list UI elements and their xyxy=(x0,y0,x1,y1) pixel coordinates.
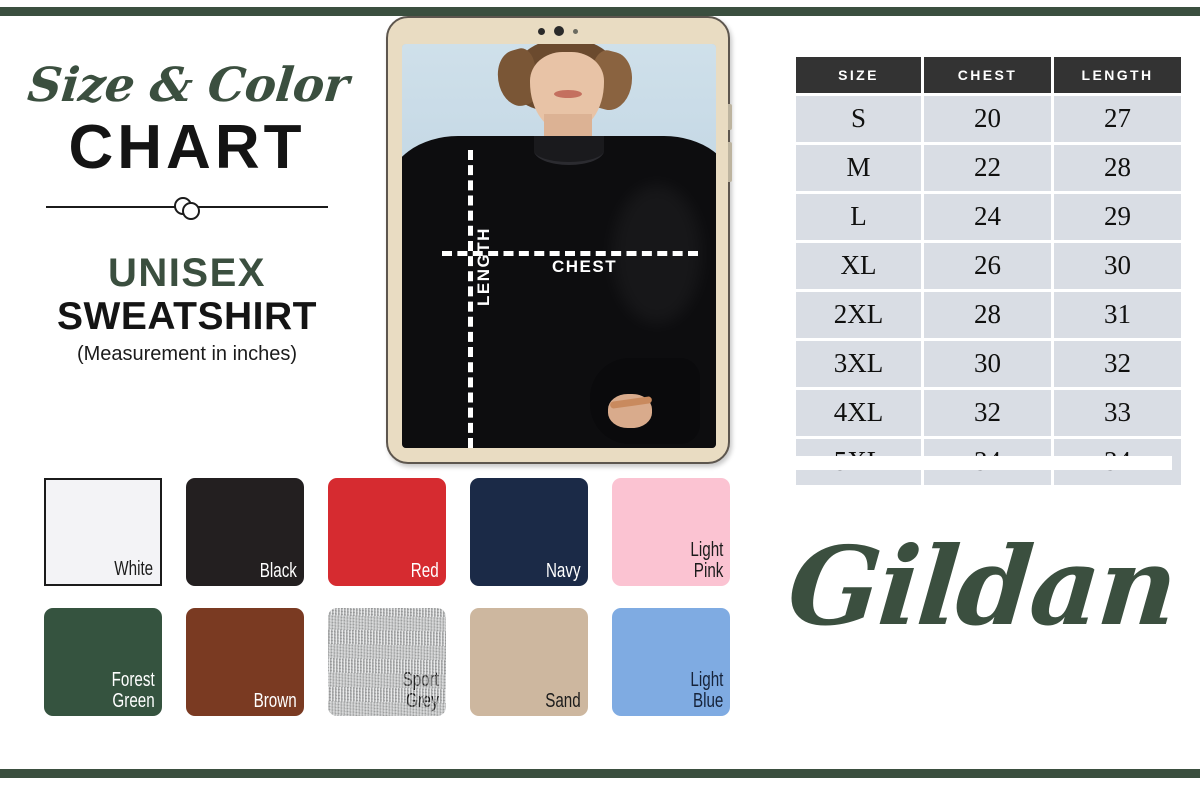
table-row: 2XL 28 31 xyxy=(796,292,1181,338)
cell-length: 29 xyxy=(1054,194,1181,240)
cell-size: XL xyxy=(796,243,921,289)
volume-button[interactable] xyxy=(728,104,732,130)
color-swatch-label: White xyxy=(114,557,153,580)
cell-chest: 24 xyxy=(924,194,1051,240)
color-swatch-label: Forest Green xyxy=(111,669,155,712)
cell-length: 32 xyxy=(1054,341,1181,387)
color-swatch-black[interactable]: Black xyxy=(186,478,304,586)
camera-lens-icon xyxy=(554,26,564,36)
length-guide-line xyxy=(468,150,473,448)
color-swatch-label: Light Blue xyxy=(690,669,723,712)
color-swatch-navy[interactable]: Navy xyxy=(470,478,588,586)
chest-guide-line xyxy=(442,251,698,256)
cell-length: 28 xyxy=(1054,145,1181,191)
cell-length: 33 xyxy=(1054,390,1181,436)
color-swatch-grid: White Black Red Navy Light Pink Forest G… xyxy=(44,478,760,716)
cell-chest: 26 xyxy=(924,243,1051,289)
table-row: 3XL 30 32 xyxy=(796,341,1181,387)
subtitle-garment: SWEATSHIRT xyxy=(57,295,317,338)
cell-length: 30 xyxy=(1054,243,1181,289)
chest-measurement-label: CHEST xyxy=(552,257,618,276)
power-button[interactable] xyxy=(728,142,732,182)
size-table-body: S 20 27 M 22 28 L 24 29 XL 26 30 2XL 28 xyxy=(796,96,1181,485)
sweatshirt-collar xyxy=(534,136,604,165)
table-header-row: SIZE CHEST LENGTH xyxy=(796,57,1181,93)
table-row: XL 26 30 xyxy=(796,243,1181,289)
column-header-length: LENGTH xyxy=(1054,57,1181,93)
table-row: S 20 27 xyxy=(796,96,1181,142)
divider xyxy=(46,193,328,220)
cell-chest: 30 xyxy=(924,341,1051,387)
camera-dot-icon xyxy=(538,27,545,35)
cell-length: 27 xyxy=(1054,96,1181,142)
bottom-frame-bar xyxy=(0,769,1200,778)
tablet-device: CHEST LENGTH xyxy=(386,16,732,464)
color-swatch-light-pink[interactable]: Light Pink xyxy=(612,478,730,586)
cell-size: 4XL xyxy=(796,390,921,436)
measurement-note: (Measurement in inches) xyxy=(76,342,298,365)
cell-chest: 20 xyxy=(924,96,1051,142)
size-table: SIZE CHEST LENGTH S 20 27 M 22 28 L 24 2… xyxy=(793,54,1184,488)
cell-size: 2XL xyxy=(796,292,921,338)
color-swatch-label: Light Pink xyxy=(690,539,723,582)
subtitle-unisex: UNISEX xyxy=(108,251,266,295)
color-swatch-forest-green[interactable]: Forest Green xyxy=(44,608,162,716)
color-swatch-label: Brown xyxy=(253,689,297,712)
table-row: L 24 29 xyxy=(796,194,1181,240)
brand-logo: Gildan xyxy=(783,524,1181,650)
table-row: 4XL 32 33 xyxy=(796,390,1181,436)
table-bottom-mask xyxy=(793,456,1172,470)
script-title: Size & Color xyxy=(25,58,352,113)
cell-chest: 32 xyxy=(924,390,1051,436)
color-swatch-light-blue[interactable]: Light Blue xyxy=(612,608,730,716)
color-swatch-brown[interactable]: Brown xyxy=(186,608,304,716)
page-title: CHART xyxy=(68,113,306,182)
cell-size: L xyxy=(796,194,921,240)
color-swatch-label: Black xyxy=(259,559,297,582)
interlocking-rings-icon-second xyxy=(182,202,200,220)
tablet-screen: CHEST LENGTH xyxy=(402,44,716,448)
color-swatch-label: Navy xyxy=(546,559,581,582)
model-lips xyxy=(554,90,582,98)
top-frame-bar xyxy=(0,7,1200,16)
color-swatch-label: Sport Grey xyxy=(402,669,439,712)
sensor-dot-icon xyxy=(573,28,578,34)
color-swatch-label: Red xyxy=(411,559,439,582)
cell-size: M xyxy=(796,145,921,191)
color-swatch-label: Sand xyxy=(545,689,581,712)
color-swatch-sand[interactable]: Sand xyxy=(470,608,588,716)
table-row: M 22 28 xyxy=(796,145,1181,191)
cell-length: 31 xyxy=(1054,292,1181,338)
column-header-chest: CHEST xyxy=(924,57,1051,93)
cell-chest: 28 xyxy=(924,292,1051,338)
color-swatch-red[interactable]: Red xyxy=(328,478,446,586)
length-measurement-label: LENGTH xyxy=(474,227,493,306)
title-block: Size & Color CHART UNISEX SWEATSHIRT (Me… xyxy=(25,58,352,366)
color-swatch-white[interactable]: White xyxy=(44,478,162,586)
color-swatch-sport-grey[interactable]: Sport Grey xyxy=(328,608,446,716)
cell-size: 3XL xyxy=(796,341,921,387)
cell-size: S xyxy=(796,96,921,142)
cell-chest: 22 xyxy=(924,145,1051,191)
tablet-camera-cluster xyxy=(538,25,578,37)
column-header-size: SIZE xyxy=(796,57,921,93)
